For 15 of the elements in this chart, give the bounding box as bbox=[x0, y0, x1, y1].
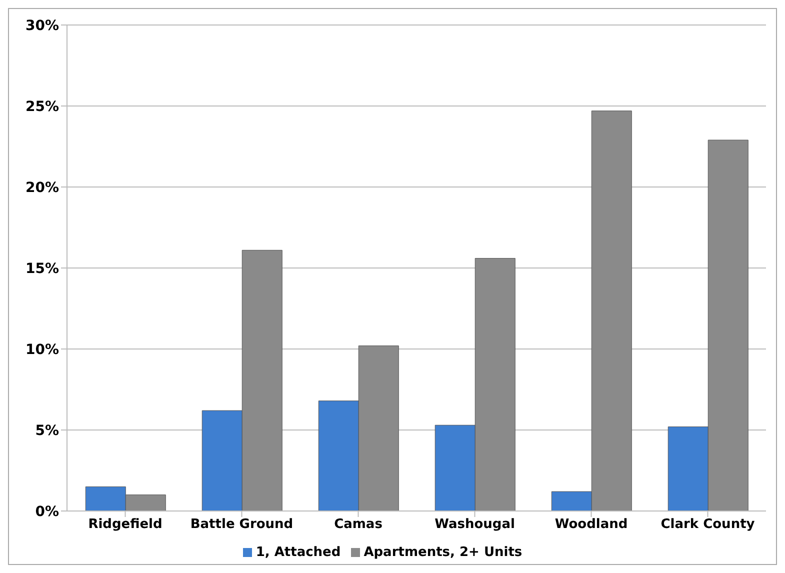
y-tick-label: 0% bbox=[35, 504, 59, 520]
x-tick-label: Ridgefield bbox=[88, 517, 162, 532]
y-tick-label: 10% bbox=[25, 342, 59, 358]
legend-label: Apartments, 2+ Units bbox=[364, 545, 522, 560]
y-tick-label: 20% bbox=[25, 180, 59, 196]
y-tick-label: 30% bbox=[25, 18, 59, 34]
legend-label: 1, Attached bbox=[256, 545, 341, 560]
x-tick-label: Camas bbox=[334, 517, 383, 532]
x-tick-label: Clark County bbox=[660, 517, 756, 532]
x-tick-label: Woodland bbox=[554, 517, 628, 532]
y-tick-label: 5% bbox=[35, 422, 59, 439]
y-tick-label: 15% bbox=[25, 260, 59, 277]
x-tick-label: Washougal bbox=[434, 517, 515, 532]
y-tick-label: 25% bbox=[25, 98, 59, 115]
x-tick-label: Battle Ground bbox=[190, 517, 294, 532]
